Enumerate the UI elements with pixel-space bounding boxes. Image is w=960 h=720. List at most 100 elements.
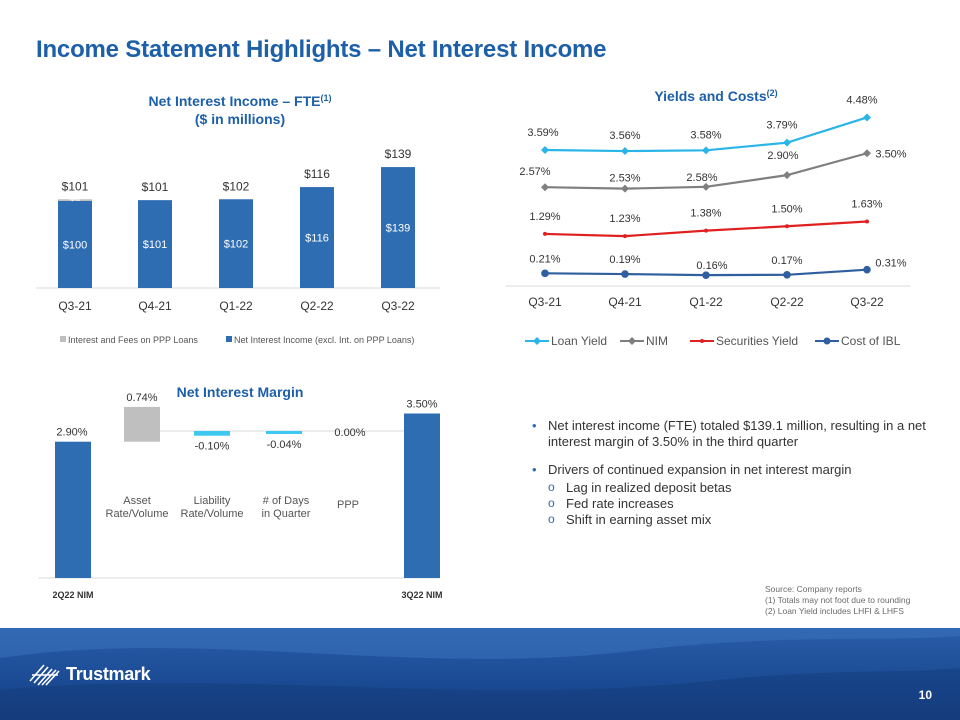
yields-label-1-4: 3.50% <box>875 148 906 160</box>
yields-legend-label-2: Securities Yield <box>716 334 798 348</box>
yields-legend-marker-3 <box>823 337 831 345</box>
nii-legend-ppp: Interest and Fees on PPP Loans <box>68 335 198 345</box>
nii-ppp-label-0: $2 <box>69 192 81 203</box>
nim-bar-5 <box>404 413 440 578</box>
nii-category-label-2: Q1-22 <box>219 299 253 313</box>
nim-bar-3 <box>266 431 302 434</box>
nim-category-label-1-0: Asset <box>123 495 151 507</box>
trustmark-logo: Trustmark <box>28 661 151 687</box>
nii-bar-ppp-0 <box>58 199 92 201</box>
logo-mark-icon <box>29 664 60 686</box>
yields-point-2-1 <box>623 234 627 239</box>
nii-legend-nii-swatch <box>226 336 232 342</box>
nim-bar-1 <box>124 406 160 442</box>
yields-point-0-1 <box>621 147 629 156</box>
nii-bar-nii-2 <box>219 199 253 288</box>
yields-chart: Yields and Costs(2) 3.59% 3.56% 3.58% 3.79% 4… <box>506 88 910 348</box>
yields-label-1-3: 2.90% <box>767 150 798 162</box>
bullet-2: Drivers of continued expansion in net in… <box>530 462 930 478</box>
nii-total-label-3: $116 <box>304 167 330 181</box>
nii-category-label-4: Q3-22 <box>381 299 415 313</box>
yields-point-0-0 <box>541 145 549 154</box>
nim-value-label-4: 0.00% <box>334 427 365 439</box>
nii-value-label-0: $100 <box>63 240 87 252</box>
yields-legend-label-0: Loan Yield <box>551 334 607 348</box>
bullet-1: Net interest income (FTE) totaled $139.1… <box>530 418 930 450</box>
yields-label-0-4: 4.48% <box>846 94 877 106</box>
nii-title: Net Interest Income – FTE(1) <box>149 93 332 109</box>
yields-label-0-3: 3.79% <box>766 120 797 132</box>
yields-label-0-2: 3.58% <box>690 129 721 141</box>
nii-legend-ppp-swatch <box>60 336 66 342</box>
nii-subtitle: ($ in millions) <box>195 111 285 127</box>
yields-category-label-2: Q1-22 <box>689 295 723 309</box>
nii-value-label-4: $139 <box>386 223 410 235</box>
charts-canvas: Net Interest Income – FTE(1) ($ in millio… <box>36 88 910 600</box>
nim-value-label-0: 2.90% <box>56 427 87 439</box>
nii-total-label-2: $102 <box>223 179 250 193</box>
nim-chart: Net Interest Margin 2.90% 2Q22 NIM 0.74% Ass… <box>38 384 443 600</box>
yields-point-2-4 <box>865 219 869 224</box>
nii-total-label-0: $101 <box>62 179 89 193</box>
nim-bar-2 <box>194 431 230 436</box>
nim-category-label-2-0: Liability <box>194 495 231 507</box>
yields-label-3-0: 0.21% <box>529 253 560 265</box>
yields-point-2-2 <box>704 228 708 233</box>
nim-category-label-3-1: in Quarter <box>262 508 311 520</box>
yields-label-3-1: 0.19% <box>609 254 640 266</box>
nim-category-label-2-1: Rate/Volume <box>181 508 244 520</box>
nii-chart: Net Interest Income – FTE(1) ($ in millio… <box>36 93 440 345</box>
nim-value-label-5: 3.50% <box>406 399 437 411</box>
nim-value-label-1: 0.74% <box>126 392 157 404</box>
yields-legend-marker-2 <box>700 339 704 343</box>
nii-value-label-1: $101 <box>143 239 167 251</box>
nii-category-label-1: Q4-21 <box>138 299 172 313</box>
source-line: Source: Company reports <box>765 584 862 594</box>
yields-label-2-2: 1.38% <box>690 208 721 220</box>
nim-title: Net Interest Margin <box>177 384 304 400</box>
nim-value-label-2: -0.10% <box>195 441 230 453</box>
yields-point-2-3 <box>785 224 789 229</box>
yields-label-2-3: 1.50% <box>771 203 802 215</box>
yields-point-0-3 <box>783 138 791 147</box>
commentary-bullets: Net interest income (FTE) totaled $139.1… <box>530 418 930 528</box>
yields-category-label-4: Q3-22 <box>850 295 884 309</box>
sub-bullet-1: Lag in realized deposit betas <box>530 479 930 496</box>
yields-category-label-0: Q3-21 <box>528 295 562 309</box>
yields-point-3-3 <box>783 270 791 279</box>
yields-point-0-4 <box>863 113 871 122</box>
nii-category-label-3: Q2-22 <box>300 299 334 313</box>
yields-label-2-1: 1.23% <box>609 213 640 225</box>
yields-label-1-2: 2.58% <box>686 172 717 184</box>
nii-value-label-3: $116 <box>305 233 329 245</box>
nii-total-label-1: $101 <box>142 180 169 194</box>
sub-bullet-3: Shift in earning asset mix <box>530 511 930 528</box>
logo-text: Trustmark <box>66 663 151 684</box>
yields-label-3-4: 0.31% <box>875 258 906 270</box>
yields-legend-label-3: Cost of IBL <box>841 334 901 348</box>
nim-value-label-3: -0.04% <box>267 439 302 451</box>
yields-label-3-3: 0.17% <box>771 255 802 267</box>
yields-title-sup: (2) <box>767 88 778 98</box>
nim-bar-0 <box>55 441 91 578</box>
yields-legend-label-1: NIM <box>646 334 668 348</box>
nim-category-label-4-0: PPP <box>337 499 359 511</box>
yields-label-1-0: 2.57% <box>519 166 550 178</box>
nii-title-sup: (1) <box>320 93 331 103</box>
yields-label-2-4: 1.63% <box>851 199 882 211</box>
footnote-2: (2) Loan Yield includes LHFI & LHFS <box>765 606 904 616</box>
nim-category-label-1-1: Rate/Volume <box>106 508 169 520</box>
yields-label-1-1: 2.53% <box>609 173 640 185</box>
yields-point-1-1 <box>621 184 629 193</box>
yields-label-2-0: 1.29% <box>529 211 560 223</box>
nii-legend-nii: Net Interest Income (excl. Int. on PPP L… <box>234 335 414 345</box>
yields-point-3-0 <box>541 269 549 278</box>
yields-label-0-1: 3.56% <box>609 130 640 142</box>
yields-point-1-2 <box>702 182 710 191</box>
footer-wave <box>0 628 960 720</box>
source-notes: Source: Company reports (1) Totals may n… <box>765 584 910 617</box>
yields-title: Yields and Costs(2) <box>654 88 777 104</box>
yields-point-2-0 <box>543 231 547 236</box>
yields-point-3-1 <box>621 270 629 278</box>
yields-label-0-0: 3.59% <box>527 127 558 139</box>
